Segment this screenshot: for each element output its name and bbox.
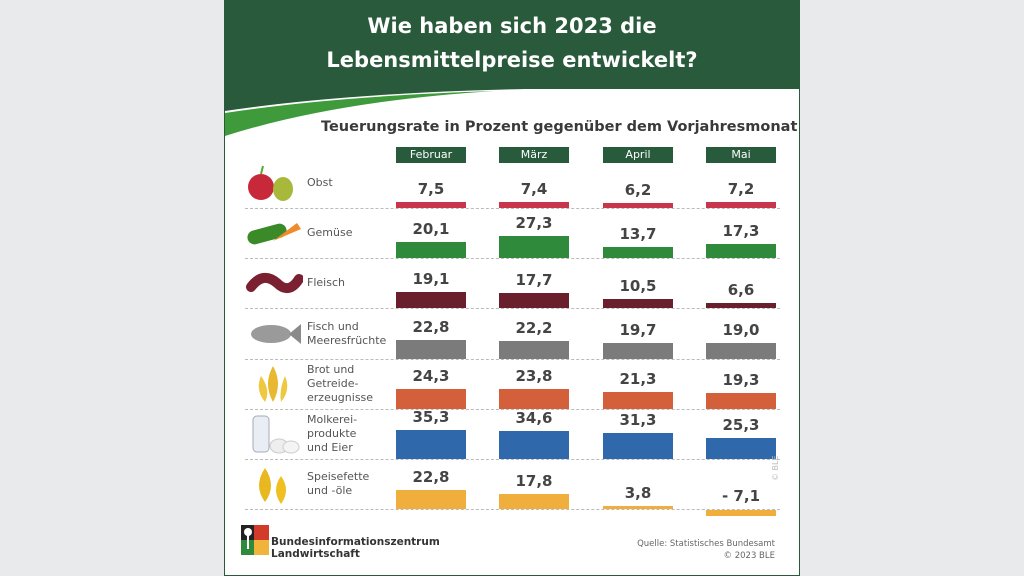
bar-2 [603, 342, 673, 359]
bar-3 [706, 393, 776, 409]
bar-1 [499, 235, 569, 258]
value-label: 22,8 [412, 468, 450, 487]
bar-1 [499, 201, 569, 208]
value-label: 24,3 [412, 367, 450, 386]
value-label: 19,0 [722, 321, 760, 340]
value-label: 13,7 [619, 224, 657, 243]
source-note: Quelle: Statistisches Bundesamt © 2023 BL… [637, 539, 775, 561]
bar-1 [499, 293, 569, 308]
bar-1 [499, 389, 569, 409]
value-label: 7,4 [520, 179, 548, 198]
row-divider [245, 359, 780, 360]
sausage-icon [246, 272, 303, 294]
value-label: 20,1 [412, 219, 450, 238]
value-label: 3,8 [624, 483, 652, 502]
value-label: 35,3 [412, 408, 450, 427]
bar-0 [396, 241, 466, 258]
title-line-1: Wie haben sich 2023 die [367, 14, 657, 38]
row-divider [245, 509, 780, 510]
bzl-logo-icon [241, 525, 269, 555]
row-label: Speisefette und -öle [307, 470, 370, 497]
value-label: 19,3 [722, 371, 760, 390]
oil-drops-icon [259, 468, 286, 504]
header-banner [225, 1, 799, 136]
value-label: 19,1 [412, 270, 450, 289]
bar-0 [396, 292, 466, 308]
row-divider [245, 308, 780, 309]
bar-3 [706, 243, 776, 258]
bar-3 [706, 202, 776, 208]
row-label: Brot und Getreide-erzeugnisse [307, 363, 374, 404]
bzl-logo-text: Bundesinformationszentrum Landwirtschaft [271, 536, 440, 560]
month-header-april: April [603, 147, 673, 163]
value-label: 6,2 [624, 180, 652, 199]
value-label: 22,2 [515, 318, 553, 337]
bar-0 [396, 340, 466, 359]
value-label: 23,8 [515, 367, 553, 386]
bar-3 [706, 343, 776, 359]
bar-1 [499, 494, 569, 509]
bar-3 [706, 510, 776, 516]
value-label: 31,3 [619, 411, 657, 430]
bar-2 [603, 202, 673, 208]
bar-0 [396, 430, 466, 459]
bar-2 [603, 246, 673, 258]
row-label: Gemüse [307, 226, 353, 239]
row-label: Obst [307, 176, 333, 189]
row-divider [245, 258, 780, 259]
bar-2 [603, 391, 673, 409]
value-label: 10,5 [619, 277, 657, 296]
value-label: 19,7 [619, 320, 657, 339]
watermark: © BLE [771, 455, 780, 481]
apple-pear-icon [248, 165, 293, 201]
infographic: Wie haben sich 2023 die Lebensmittelprei… [224, 0, 800, 576]
value-label: 7,2 [727, 180, 755, 199]
wheat-icon [258, 366, 288, 402]
value-label: - 7,1 [721, 487, 761, 505]
row-divider [245, 208, 780, 209]
month-header-mai: Mai [706, 147, 776, 163]
bar-1 [499, 340, 569, 359]
value-label: 27,3 [515, 213, 553, 232]
bar-2 [603, 299, 673, 308]
bar-3 [706, 302, 776, 308]
bar-2 [603, 505, 673, 509]
value-label: 22,8 [412, 318, 450, 337]
row-label: Molkerei-produkte und Eier [307, 413, 358, 454]
month-header-februar: Februar [396, 147, 466, 163]
value-label: 21,3 [619, 369, 657, 388]
bar-0 [396, 490, 466, 509]
bar-2 [603, 433, 673, 459]
value-label: 6,6 [727, 280, 755, 299]
value-label: 17,7 [515, 271, 553, 290]
row-label: Fisch und Meeresfrüchte [307, 320, 387, 347]
row-divider [245, 409, 780, 410]
month-header-maerz: März [499, 147, 569, 163]
milk-eggs-icon [252, 415, 300, 454]
cucumber-carrot-icon [247, 223, 301, 245]
row-divider [245, 459, 780, 460]
value-label: 25,3 [722, 416, 760, 435]
value-label: 34,6 [515, 408, 553, 427]
bar-0 [396, 389, 466, 409]
row-label: Fleisch [307, 276, 345, 289]
bar-1 [499, 430, 569, 459]
value-label: 7,5 [417, 179, 445, 198]
value-label: 17,8 [515, 472, 553, 491]
value-label: 17,3 [722, 221, 760, 240]
fish-icon [251, 324, 301, 344]
bar-0 [396, 201, 466, 208]
chart-subtitle: Teuerungsrate in Prozent gegenüber dem V… [321, 119, 798, 135]
title-line-2: Lebensmittelpreise entwickelt? [326, 48, 698, 72]
bar-3 [706, 438, 776, 459]
